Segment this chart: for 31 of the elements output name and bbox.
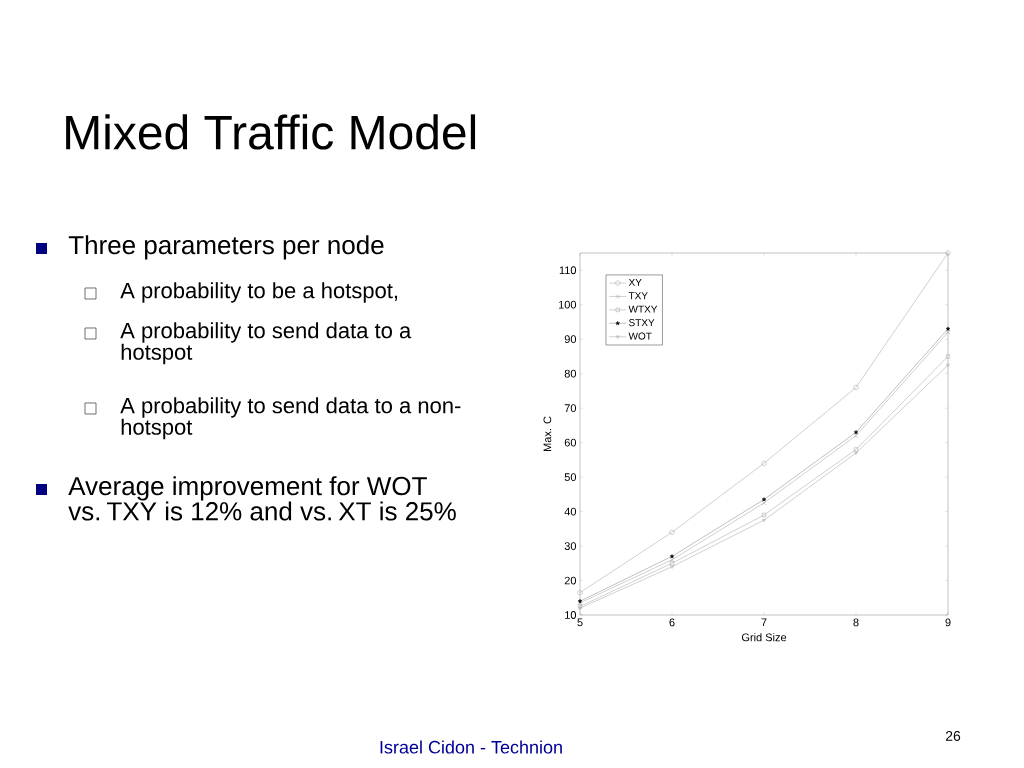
y-tick-label: 90 [564, 335, 577, 344]
y-tick-label: 80 [564, 369, 577, 378]
x-tick-label: 9 [945, 618, 951, 627]
text: Three parameters per node [68, 235, 384, 260]
y-tick-label: 110 [559, 266, 577, 275]
text: Average improvement for WOT vs. TXY is 12% and vs. XT is 25% [68, 476, 456, 521]
y-tick-label: 30 [564, 542, 577, 550]
x-tick-label: 7 [761, 618, 767, 627]
y-tick-label: 60 [564, 438, 577, 447]
y-tick-label: 40 [564, 507, 577, 516]
text: A probability to send data to a non-hotspot [120, 397, 461, 440]
legend-label: XY [628, 278, 642, 286]
text: A probability to send data to a hotspot [120, 322, 412, 365]
chart-title: Mixed Traffic Model [66, 114, 476, 150]
y-tick-label: 50 [564, 473, 577, 481]
y-tick-label: 100 [558, 300, 577, 309]
legend-label: WTXY [628, 305, 658, 313]
text: A probability to be a hotspot, [120, 282, 398, 303]
y-axis-title: Max. C [543, 416, 552, 452]
x-axis-title: Grid Size [741, 633, 787, 642]
legend-label: STXY [629, 319, 655, 327]
text: Israel Cidon - Technion [380, 740, 562, 754]
text: 26 [945, 731, 961, 741]
legend-label: TXY [628, 292, 648, 300]
y-tick-label: 70 [564, 404, 577, 413]
x-tick-label: 5 [577, 618, 583, 627]
y-tick-label: 20 [564, 576, 577, 585]
y-tick-label: 10 [565, 611, 577, 619]
legend-label: WOT [628, 332, 652, 340]
x-tick-label: 6 [669, 618, 675, 627]
x-tick-label: 8 [853, 618, 859, 627]
